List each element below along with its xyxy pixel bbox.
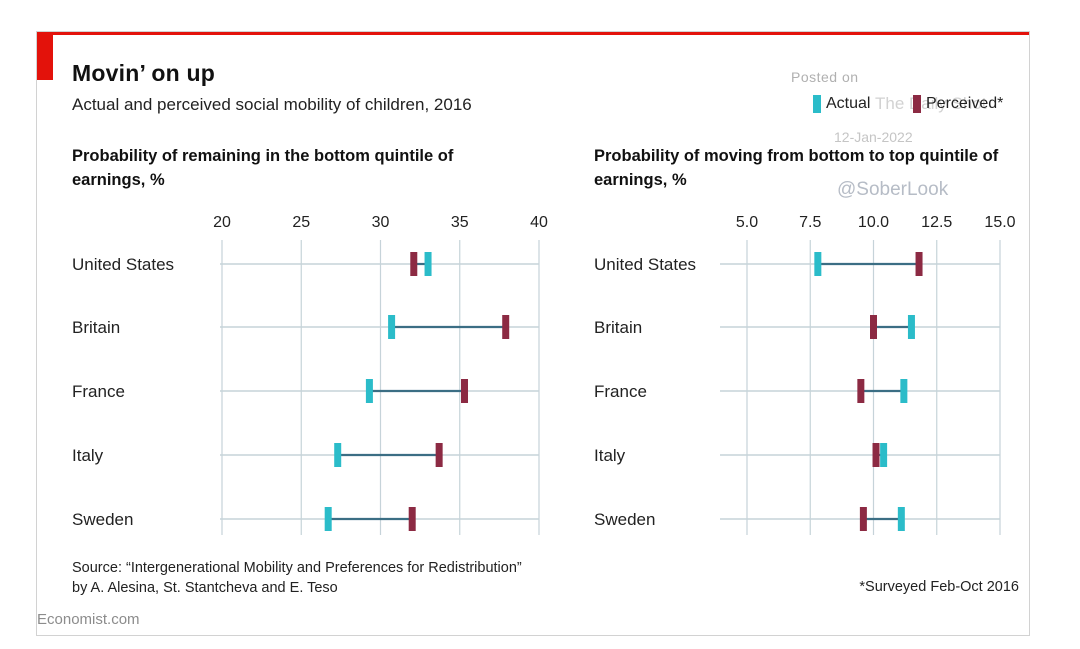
left-tick-label: 20: [213, 214, 231, 231]
left-category-label: United States: [72, 255, 174, 274]
right-category-label: Britain: [594, 318, 642, 337]
charts-plot-area: 20 25 30 35 40 United States Britain France Ital…: [72, 214, 1016, 535]
right-chart-title: Probability of moving from bottom to top…: [594, 147, 999, 189]
publisher-credit: Economist.com: [37, 611, 140, 628]
left-category-label: Sweden: [72, 510, 133, 529]
legend-actual-swatch: [813, 95, 821, 113]
right-actual-marker: [897, 507, 905, 531]
source-note: Source: “Intergenerational Mobility and …: [72, 558, 522, 598]
left-actual-marker: [365, 379, 373, 403]
right-actual-marker: [907, 315, 915, 339]
legend-perceived-swatch: [913, 95, 921, 113]
watermark-site: The Daily Shot: [875, 94, 987, 113]
right-actual-marker: [814, 252, 822, 276]
legend-actual-label: Actual: [826, 95, 871, 112]
left-category-label: Italy: [72, 446, 104, 465]
right-tick-label: 5.0: [736, 214, 758, 231]
top-accent-line: [37, 32, 1029, 35]
watermark-posted-on: Posted on: [791, 69, 859, 85]
right-perceived-marker: [915, 252, 923, 276]
left-tick-label: 40: [530, 214, 548, 231]
left-chart-title: Probability of remaining in the bottom q…: [72, 147, 454, 189]
watermark-handle: @SoberLook: [837, 179, 949, 200]
left-category-label: Britain: [72, 318, 120, 337]
right-perceived-marker: [872, 443, 880, 467]
right-category-label: Italy: [594, 446, 626, 465]
chart-main-title: Movin’ on up: [72, 60, 215, 86]
left-actual-marker: [324, 507, 332, 531]
source-line-2: by A. Alesina, St. Stantcheva and E. Tes…: [72, 580, 338, 596]
footnote: *Surveyed Feb-Oct 2016: [859, 579, 1019, 595]
left-tick-label: 30: [372, 214, 390, 231]
legend-perceived-label: Perceived*: [926, 95, 1004, 112]
right-tick-label: 7.5: [799, 214, 821, 231]
right-perceived-marker: [870, 315, 877, 339]
right-tick-label: 15.0: [984, 214, 1015, 231]
left-tick-label: 35: [451, 214, 469, 231]
left-actual-marker: [388, 315, 396, 339]
red-tab: [37, 32, 53, 80]
left-category-label: France: [72, 382, 125, 401]
right-chart-group: 5.0 7.5 10.0 12.5 15.0 United States Britain Fr…: [594, 214, 1016, 535]
right-actual-marker: [900, 379, 908, 403]
left-actual-marker: [424, 252, 432, 276]
right-tick-label: 10.0: [858, 214, 889, 231]
left-actual-marker: [334, 443, 342, 467]
right-category-label: United States: [594, 255, 696, 274]
right-tick-label: 12.5: [921, 214, 952, 231]
right-actual-marker: [880, 443, 888, 467]
right-category-label: France: [594, 382, 647, 401]
right-perceived-marker: [857, 379, 865, 403]
left-perceived-marker: [461, 379, 469, 403]
left-perceived-marker: [435, 443, 443, 467]
right-perceived-marker: [859, 507, 867, 531]
left-tick-label: 25: [292, 214, 310, 231]
left-perceived-marker: [410, 252, 418, 276]
right-category-label: Sweden: [594, 510, 655, 529]
legend-actual: Actual: [813, 95, 870, 113]
chart-subtitle: Actual and perceived social mobility of …: [72, 95, 472, 114]
legend-perceived: Perceived*: [913, 95, 1003, 113]
source-line-1: Source: “Intergenerational Mobility and …: [72, 560, 522, 576]
left-perceived-marker: [408, 507, 416, 531]
left-perceived-marker: [502, 315, 510, 339]
watermark-date: 12-Jan-2022: [834, 129, 913, 145]
chart-card: Movin’ on up Actual and perceived social…: [36, 31, 1030, 636]
left-chart-group: 20 25 30 35 40 United States Britain France Ital…: [72, 214, 548, 535]
